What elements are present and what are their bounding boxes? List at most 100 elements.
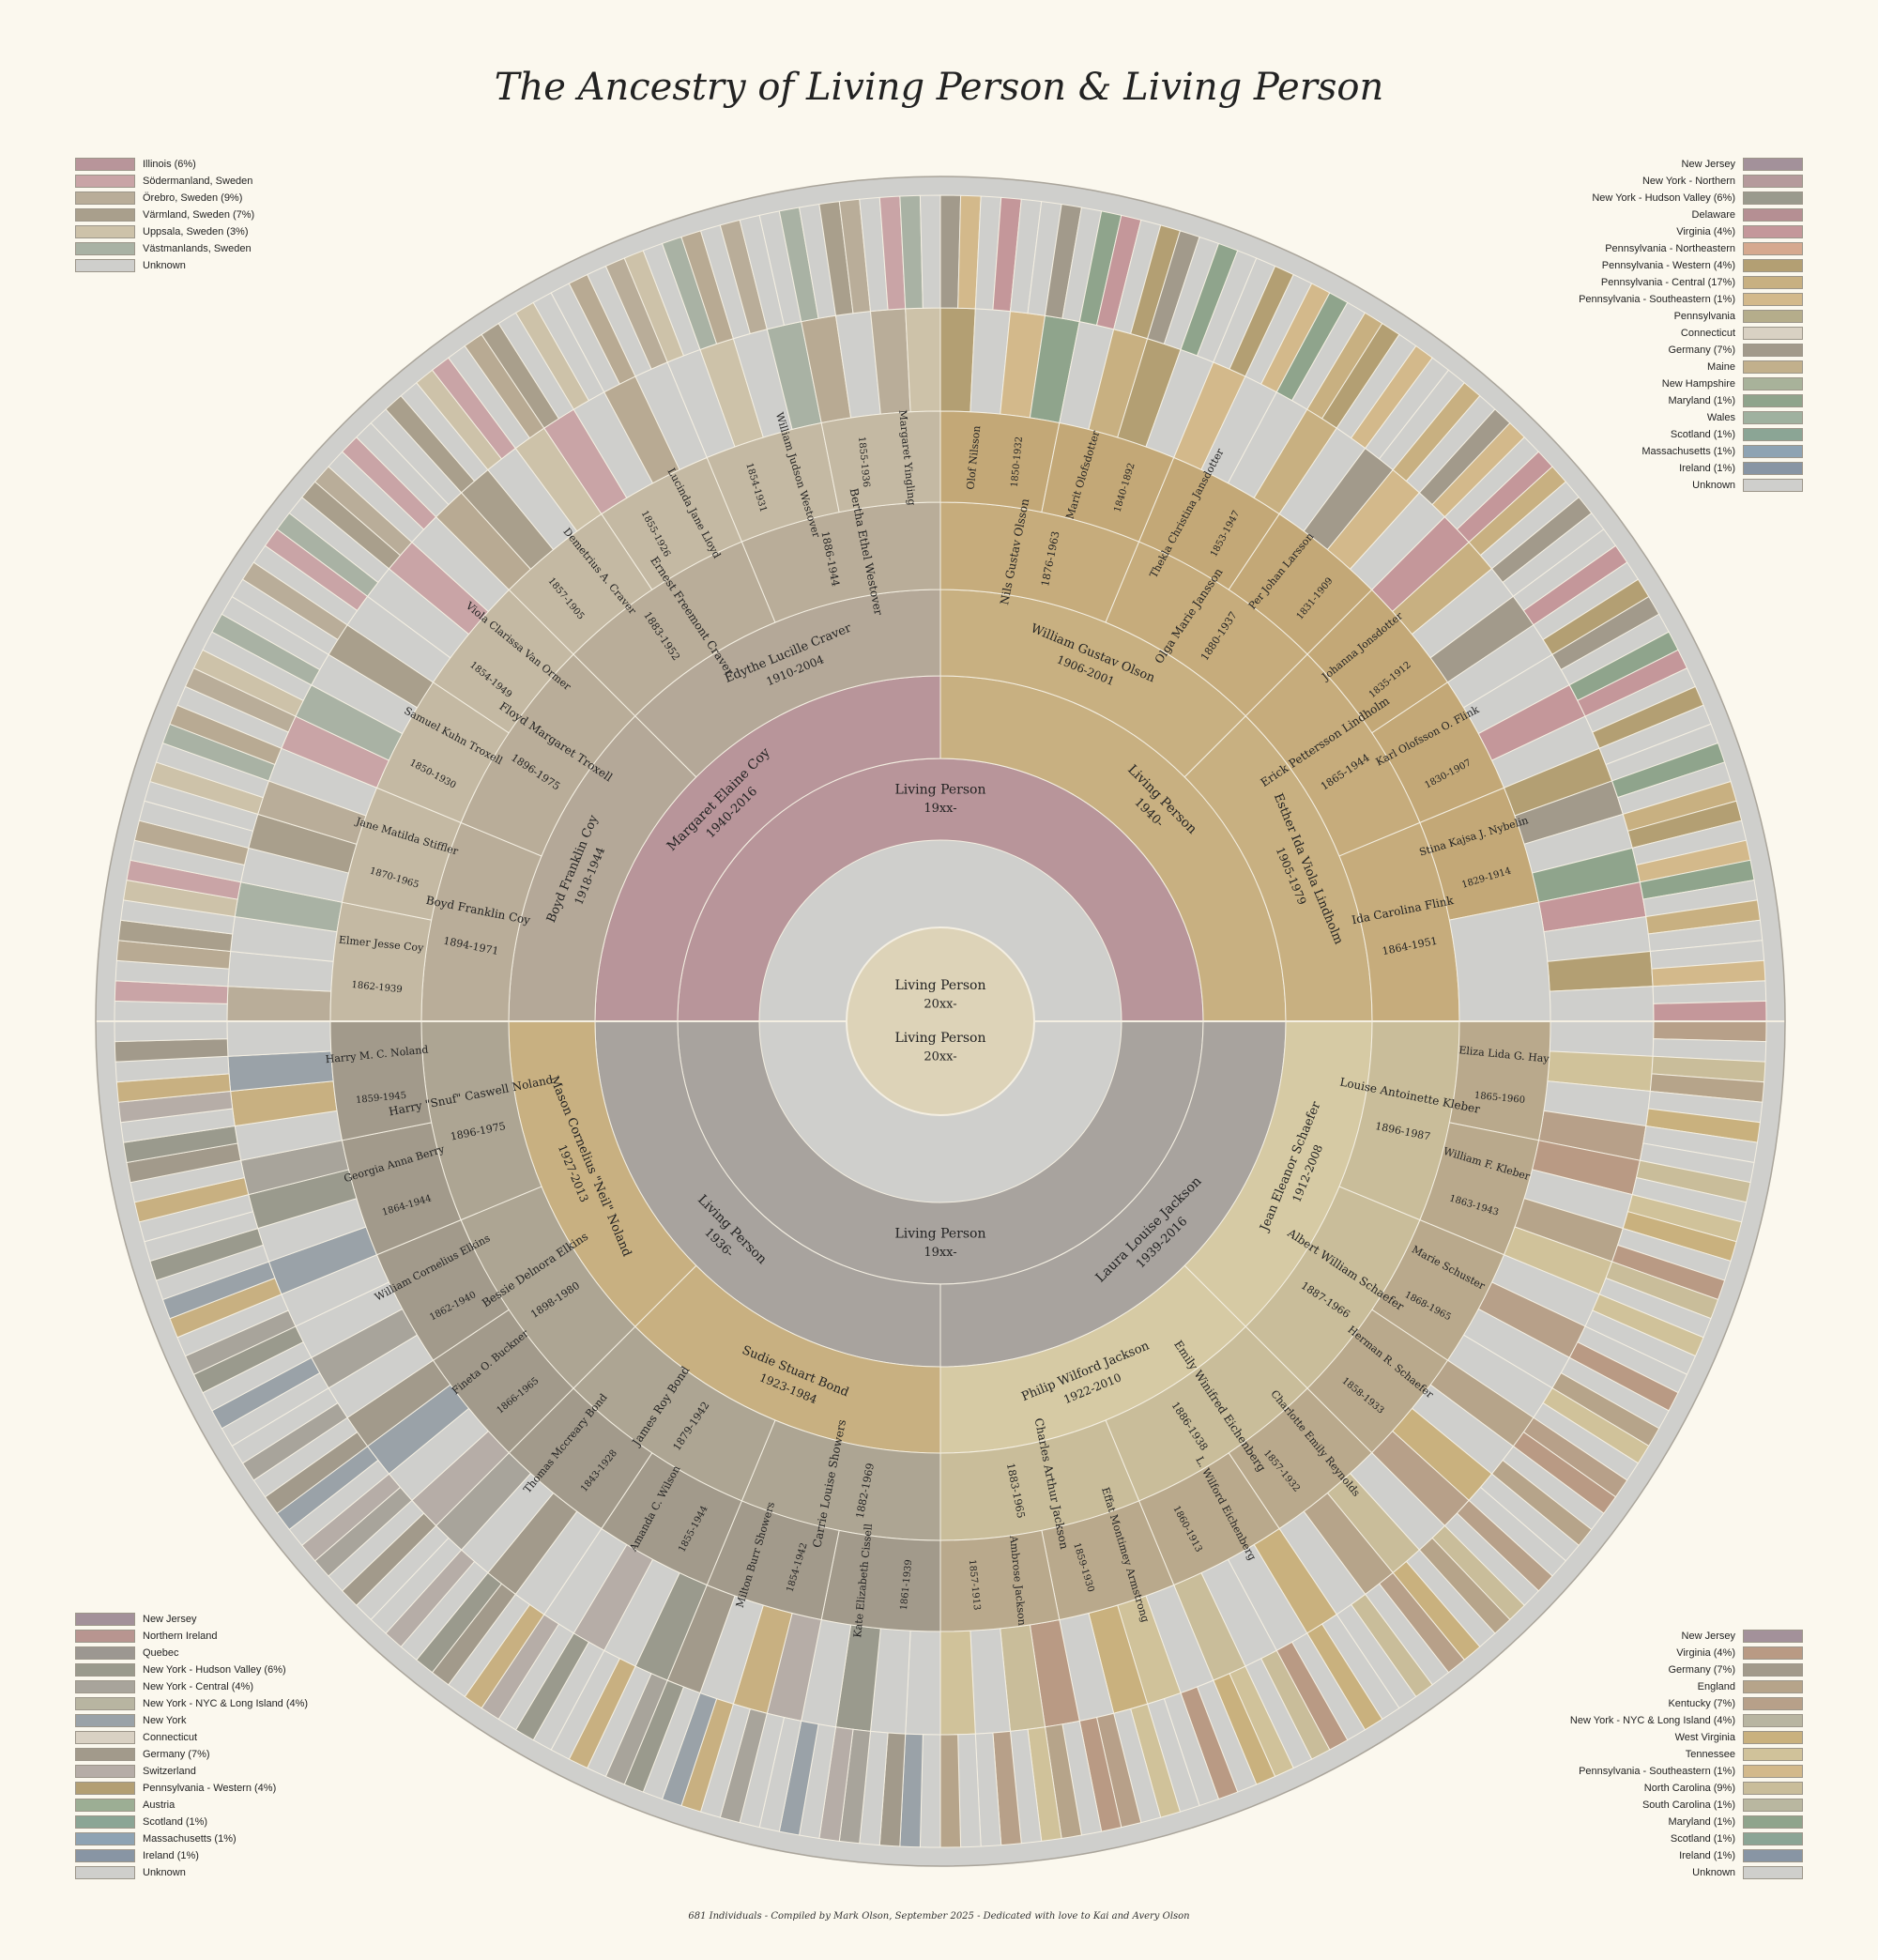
legend-item: Delaware <box>1579 207 1803 223</box>
legend-item: New York - Hudson Valley (6%) <box>75 1661 308 1678</box>
ancestor-cell <box>114 1020 228 1043</box>
legend-item: New York <box>75 1712 308 1729</box>
ancestor-dates: 1850-1932 <box>1010 436 1025 488</box>
legend-top-left: Illinois (6%) Södermanland, Sweden Örebro,… <box>75 156 254 274</box>
legend-label: Unknown <box>143 260 186 271</box>
legend-swatch <box>1743 479 1803 492</box>
legend-swatch <box>1743 175 1803 188</box>
legend-label: New York <box>143 1715 187 1726</box>
ancestor-cell <box>939 410 1061 513</box>
ancestor-name: Living Person <box>895 1227 986 1242</box>
legend-swatch <box>75 191 135 205</box>
legend-label: Pennsylvania - Northeastern <box>1605 243 1735 254</box>
legend-item: Unknown <box>1570 1864 1803 1881</box>
legend-label: New Hampshire <box>1661 378 1735 390</box>
legend-label: Södermanland, Sweden <box>143 176 253 187</box>
legend-label: West Virginia <box>1674 1732 1735 1743</box>
legend-swatch <box>1743 293 1803 306</box>
legend-swatch <box>1743 158 1803 171</box>
legend-swatch <box>1743 1799 1803 1812</box>
legend-label: Scotland (1%) <box>1670 1833 1735 1845</box>
legend-label: Wales <box>1706 412 1735 423</box>
legend-swatch <box>75 1866 135 1879</box>
legend-label: Uppsala, Sweden (3%) <box>143 226 249 237</box>
legend-label: Tennessee <box>1685 1749 1735 1760</box>
legend-item: Massachusetts (1%) <box>75 1830 308 1847</box>
legend-swatch <box>1743 1697 1803 1710</box>
legend-label: Quebec <box>143 1647 179 1659</box>
legend-item: Ireland (1%) <box>1579 460 1803 477</box>
legend-label: Delaware <box>1691 209 1735 221</box>
legend-bottom-right: New Jersey Virginia (4%) Germany (7%) Engla… <box>1570 1628 1803 1881</box>
legend-swatch <box>75 208 135 222</box>
legend-label: New York - Hudson Valley (6%) <box>1592 192 1735 204</box>
page-title: The Ancestry of Living Person & Living P… <box>494 66 1384 109</box>
legend-label: Virginia (4%) <box>1676 1647 1735 1659</box>
ancestor-dates: 1861-1939 <box>899 1559 914 1611</box>
legend-swatch <box>75 1697 135 1710</box>
legend-swatch <box>1743 191 1803 205</box>
legend-label: Connecticut <box>143 1732 198 1743</box>
ancestor-cell <box>329 901 433 1022</box>
center-bottom-dates: 20xx- <box>924 1050 956 1064</box>
legend-label: Germany (7%) <box>1668 345 1735 356</box>
legend-item: Pennsylvania - Western (4%) <box>1579 257 1803 274</box>
legend-label: Connecticut <box>1680 328 1735 339</box>
ancestor-dates: 1855-1936 <box>856 436 871 488</box>
ancestor-cell <box>939 1630 976 1736</box>
legend-item: North Carolina (9%) <box>1570 1780 1803 1797</box>
legend-label: New York - NYC & Long Island (4%) <box>143 1698 309 1709</box>
legend-label: Austria <box>143 1799 176 1811</box>
legend-label: Unknown <box>1692 480 1735 491</box>
legend-item: South Carolina (1%) <box>1570 1797 1803 1814</box>
legend-swatch <box>75 1832 135 1845</box>
legend-label: Maine <box>1707 361 1735 373</box>
legend-swatch <box>1743 394 1803 407</box>
legend-label: Pennsylvania - Central (17%) <box>1600 277 1735 288</box>
legend-item: Pennsylvania - Southeastern (1%) <box>1579 291 1803 308</box>
ancestor-cell <box>905 1630 941 1736</box>
legend-label: Pennsylvania - Southeastern (1%) <box>1579 1766 1735 1777</box>
legend-swatch <box>75 225 135 238</box>
legend-label: New York - Northern <box>1641 176 1735 187</box>
legend-swatch <box>75 1765 135 1778</box>
legend-label: New York - Central (4%) <box>143 1681 253 1692</box>
legend-item: New Jersey <box>1570 1628 1803 1645</box>
legend-item: New York - Northern <box>1579 173 1803 190</box>
legend-item: Kentucky (7%) <box>1570 1695 1803 1712</box>
chart-outline <box>95 176 1786 1867</box>
legend-swatch <box>75 1646 135 1660</box>
center-top-dates: 20xx- <box>924 998 956 1012</box>
legend-item: Pennsylvania - Northeastern <box>1579 240 1803 257</box>
legend-item: Scotland (1%) <box>75 1814 308 1830</box>
ancestor-cell <box>1549 986 1655 1022</box>
legend-label: Ireland (1%) <box>143 1850 199 1861</box>
legend-item: Södermanland, Sweden <box>75 173 254 190</box>
ancestor-cell <box>939 307 976 413</box>
ancestor-cell <box>1653 1020 1767 1043</box>
legend-swatch <box>1743 242 1803 255</box>
legend-item: Unknown <box>75 1864 308 1881</box>
legend-label: New York - Hudson Valley (6%) <box>143 1664 286 1676</box>
legend-swatch <box>1743 344 1803 357</box>
legend-swatch <box>1743 225 1803 238</box>
legend-swatch <box>75 242 135 255</box>
legend-label: Unknown <box>143 1867 186 1878</box>
legend-swatch <box>75 1680 135 1693</box>
legend-swatch <box>1743 208 1803 222</box>
ancestor-cell <box>820 1529 941 1632</box>
legend-swatch <box>1743 1765 1803 1778</box>
legend-label: England <box>1697 1681 1735 1692</box>
legend-swatch <box>75 259 135 272</box>
ancestor-cell <box>919 194 941 309</box>
legend-item: Maryland (1%) <box>1570 1814 1803 1830</box>
legend-label: New Jersey <box>1681 159 1735 170</box>
center-circle <box>846 926 1035 1116</box>
legend-swatch <box>75 175 135 188</box>
legend-label: Pennsylvania - Western (4%) <box>143 1783 277 1794</box>
legend-item: Connecticut <box>75 1729 308 1746</box>
legend-item: New York - NYC & Long Island (4%) <box>1570 1712 1803 1729</box>
legend-item: Maine <box>1579 359 1803 375</box>
legend-swatch <box>1743 1832 1803 1845</box>
legend-swatch <box>1743 1748 1803 1761</box>
